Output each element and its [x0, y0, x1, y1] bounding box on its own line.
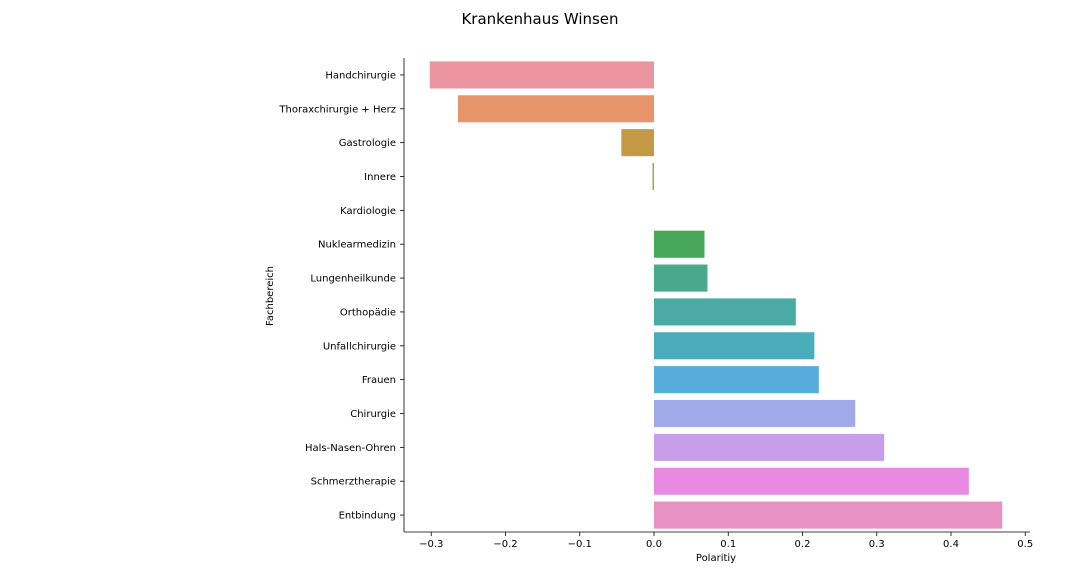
bar [654, 298, 796, 326]
x-tick-label: 0.3 [869, 539, 885, 550]
x-tick-label: 0.5 [1017, 539, 1033, 550]
bar [429, 61, 654, 89]
y-tick-label: Innere [364, 172, 396, 183]
y-tick-label: Schmerztherapie [311, 477, 396, 488]
chart-title: Krankenhaus Winsen [461, 10, 618, 28]
x-axis-label: Polaritiy [696, 553, 736, 564]
bar [654, 467, 969, 495]
bar [621, 129, 654, 157]
y-tick-label: Orthopädie [340, 307, 396, 318]
x-tick-label: 0.2 [795, 539, 811, 550]
bar [654, 366, 819, 394]
x-tick-label: −0.3 [419, 539, 443, 550]
bars-group [429, 61, 1003, 529]
bar [652, 162, 654, 191]
bar [457, 95, 654, 123]
x-tick-label: −0.2 [493, 539, 517, 550]
y-tick-label: Thoraxchirurgie + Herz [278, 104, 396, 115]
y-tick-label: Gastrologie [339, 138, 396, 149]
y-tick-label: Handchirurgie [325, 70, 396, 81]
y-tick-label: Frauen [362, 375, 396, 386]
y-tick-label: Hals-Nasen-Ohren [305, 443, 396, 454]
bar [654, 399, 856, 428]
y-axis: Handchirurgie Thoraxchirurgie + Herz Gastr… [278, 58, 405, 532]
bar [654, 332, 815, 360]
x-axis: −0.3 −0.2 −0.1 0.0 0.1 0.2 0.3 0.4 0.5 [404, 531, 1033, 550]
y-tick-label: Entbindung [339, 511, 396, 522]
y-tick-label: Lungenheilkunde [310, 274, 396, 285]
bar [654, 433, 885, 461]
bar [654, 264, 708, 292]
bar [654, 230, 705, 258]
y-tick-label: Unfallchirurgie [323, 341, 396, 352]
y-tick-label: Kardiologie [340, 206, 396, 217]
y-tick-label: Nuklearmedizin [318, 240, 396, 251]
x-tick-label: −0.1 [568, 539, 592, 550]
x-tick-label: 0.0 [646, 539, 662, 550]
y-axis-label: Fachbereich [265, 266, 276, 326]
bar [654, 501, 1003, 529]
y-tick-label: Chirurgie [350, 409, 396, 420]
x-tick-label: 0.1 [720, 539, 736, 550]
x-tick-label: 0.4 [943, 539, 959, 550]
